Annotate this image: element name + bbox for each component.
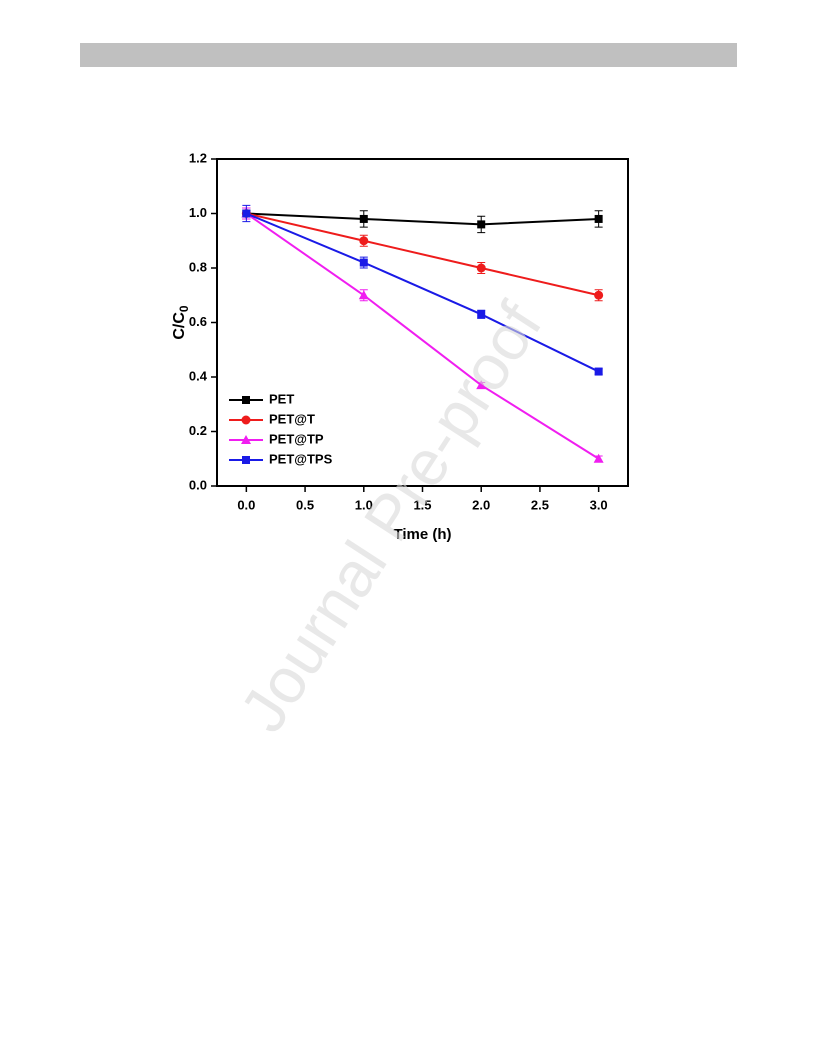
x-tick-label: 1.0 (355, 497, 373, 512)
series-line (246, 212, 599, 297)
marker (242, 456, 250, 464)
y-axis-label-subscript: 0 (177, 305, 191, 312)
x-tick-label: 2.0 (472, 497, 490, 512)
series-line (245, 212, 600, 373)
marker (242, 209, 251, 218)
x-tick-label: 3.0 (590, 497, 608, 512)
watermark: Journal Pre-proof (226, 290, 556, 744)
legend-label: PET (269, 391, 294, 406)
y-tick-label: 0.4 (189, 368, 208, 383)
x-tick-label: 0.5 (296, 497, 314, 512)
y-tick-label: 1.2 (189, 150, 207, 165)
marker (241, 415, 251, 425)
y-tick-label: 0.0 (189, 477, 207, 492)
header-bar (80, 43, 737, 67)
series-line (246, 212, 599, 226)
marker (359, 236, 369, 246)
x-tick-label: 1.5 (413, 497, 431, 512)
y-tick-label: 0.6 (189, 314, 207, 329)
marker (242, 396, 250, 404)
marker (359, 214, 368, 223)
y-tick-label: 1.0 (189, 205, 207, 220)
x-tick-label: 2.5 (531, 497, 549, 512)
marker (358, 290, 369, 300)
marker (593, 453, 604, 463)
marker (241, 435, 251, 444)
legend-label: PET@TP (269, 431, 324, 446)
marker (477, 310, 486, 319)
x-axis-label: Time (h) (393, 526, 451, 543)
x-tick-label: 0.0 (237, 497, 255, 512)
marker (594, 290, 604, 300)
y-tick-label: 0.2 (189, 423, 207, 438)
y-tick-label: 0.8 (189, 259, 207, 274)
marker (594, 367, 603, 376)
marker (476, 380, 487, 390)
legend-label: PET@T (269, 411, 315, 426)
plot-frame (216, 158, 629, 487)
y-axis-label: C/C0 (171, 305, 191, 340)
marker (359, 258, 368, 267)
marker (594, 214, 603, 223)
series-line (245, 212, 600, 460)
marker (477, 220, 486, 229)
legend-label: PET@TPS (269, 451, 333, 466)
marker (476, 263, 486, 273)
